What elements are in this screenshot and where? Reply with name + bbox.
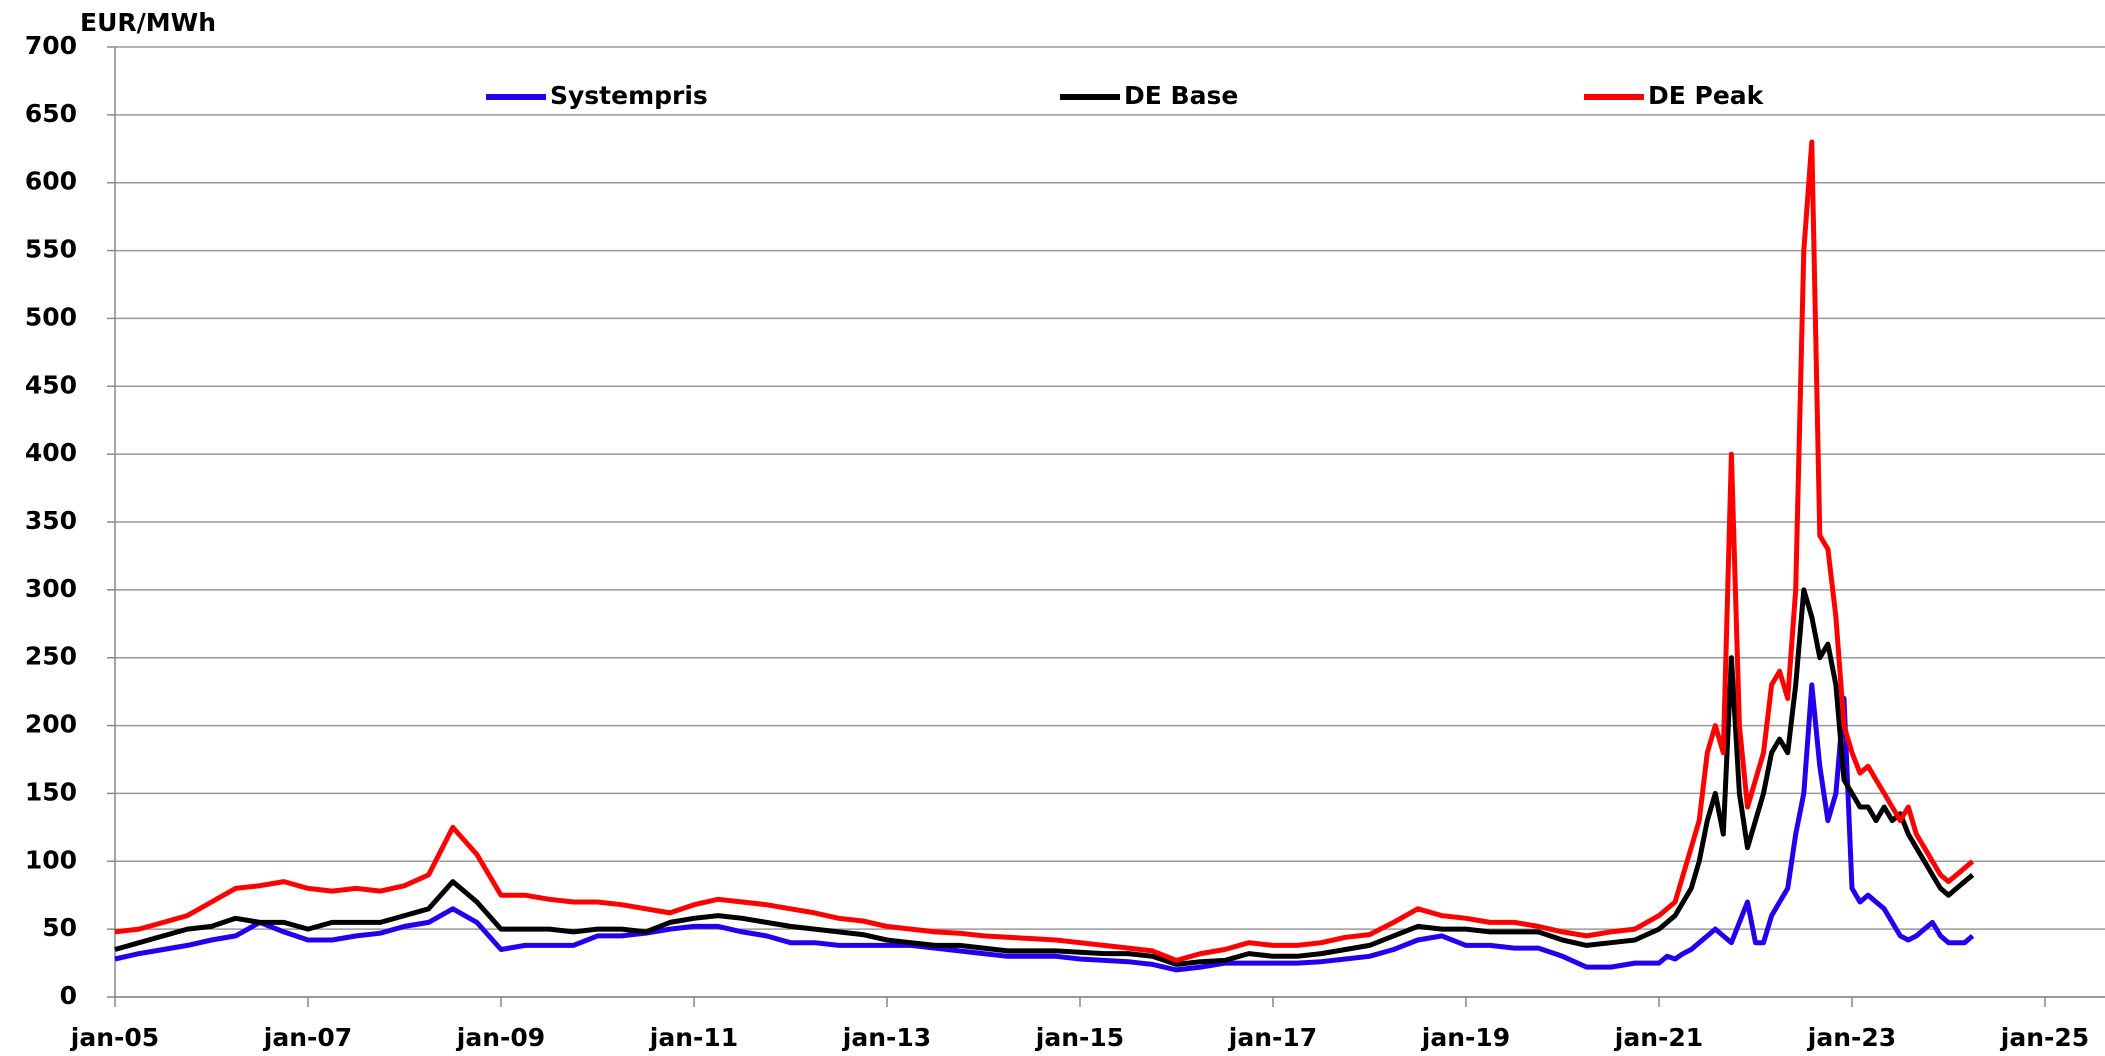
x-tick-label: jan-11: [649, 1023, 738, 1052]
x-tick-label: jan-07: [263, 1023, 352, 1052]
x-tick-label: jan-25: [2000, 1023, 2089, 1052]
series-line: [114, 682, 1975, 973]
y-tick-label: 700: [25, 31, 77, 60]
legend-label: DE Base: [1124, 81, 1238, 110]
x-tick-label: jan-23: [1807, 1023, 1896, 1052]
y-tick-label: 450: [25, 370, 77, 399]
y-tick-label: 150: [25, 777, 77, 806]
y-tick-label: 50: [42, 913, 77, 942]
x-tick-label: jan-05: [70, 1023, 159, 1052]
x-tick-label: jan-15: [1035, 1023, 1124, 1052]
series-line: [114, 139, 1975, 963]
y-tick-label: 300: [25, 574, 77, 603]
x-tick-label: jan-19: [1421, 1023, 1510, 1052]
y-tick-label: 650: [25, 99, 77, 128]
y-tick-label: 0: [60, 981, 77, 1010]
x-tick-label: jan-17: [1228, 1023, 1317, 1052]
x-tick-label: jan-21: [1614, 1023, 1703, 1052]
y-tick-label: 600: [25, 167, 77, 196]
legend-label: DE Peak: [1648, 81, 1765, 110]
y-tick-label: 350: [25, 506, 77, 535]
series-line: [114, 587, 1975, 967]
x-tick-label: jan-09: [456, 1023, 545, 1052]
y-tick-label: 250: [25, 642, 77, 671]
x-tick-label: jan-13: [842, 1023, 931, 1052]
y-tick-label: 200: [25, 710, 77, 739]
y-axis-label: EUR/MWh: [80, 8, 216, 37]
y-tick-label: 550: [25, 235, 77, 264]
legend-label: Systempris: [550, 81, 708, 110]
y-tick-label: 400: [25, 438, 77, 467]
y-tick-label: 100: [25, 845, 77, 874]
y-tick-label: 500: [25, 302, 77, 331]
